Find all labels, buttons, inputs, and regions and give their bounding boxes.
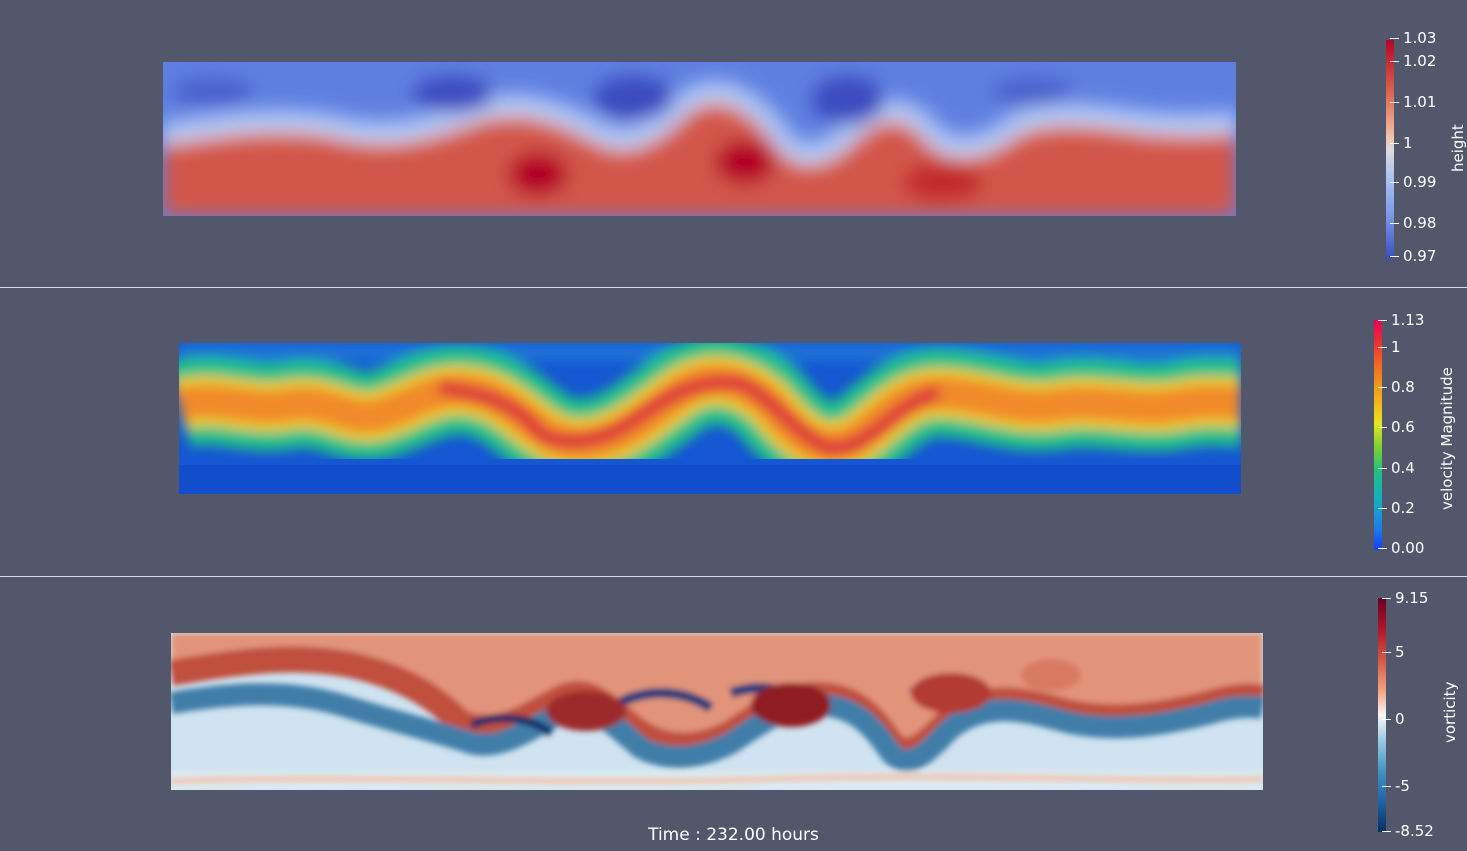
vorticity-colorbar-title: vorticity: [1441, 681, 1459, 743]
vorticity-tick: 9.15: [1382, 590, 1428, 606]
height-field-render: [163, 62, 1236, 216]
height-colorbar-title: height: [1449, 124, 1467, 172]
velocity-colorbar-title: velocity Magnitude: [1438, 367, 1456, 510]
vorticity-tick: 5: [1382, 644, 1405, 660]
velocity-tick: 0.00: [1378, 540, 1424, 556]
height-tick: 0.99: [1390, 174, 1436, 190]
height-tick: 0.97: [1390, 248, 1436, 264]
vorticity-view-panel[interactable]: 9.15 5 0 -5 -8.52 vorticity: [0, 577, 1467, 851]
time-annotation: Time : 232.00 hours: [0, 825, 1467, 845]
height-colorbar: [1386, 40, 1394, 259]
height-tick: 1.03: [1390, 30, 1436, 46]
velocity-tick: 0.2: [1378, 500, 1415, 516]
velocity-tick: 0.6: [1378, 419, 1415, 435]
panel-divider: [0, 576, 1467, 577]
velocity-tick: 0.8: [1378, 379, 1415, 395]
height-tick: 1.01: [1390, 94, 1436, 110]
height-view-panel[interactable]: 1.03 1.02 1.01 1 0.99 0.98 0.97 height: [0, 0, 1467, 287]
velocity-field-render: [179, 343, 1241, 494]
velocity-view-panel[interactable]: 1.13 1 0.8 0.6 0.4 0.2 0.00 velocity Mag…: [0, 289, 1467, 575]
vorticity-tick: -8.52: [1382, 823, 1434, 839]
vorticity-tick: -5: [1382, 778, 1410, 794]
time-text: Time : 232.00 hours: [648, 825, 819, 845]
height-tick: 1.02: [1390, 53, 1436, 69]
velocity-tick: 1: [1378, 339, 1401, 355]
vorticity-field-render: [171, 633, 1263, 790]
panel-divider: [0, 287, 1467, 288]
height-tick: 1: [1390, 135, 1413, 151]
vorticity-tick: 0: [1382, 711, 1405, 727]
velocity-tick: 1.13: [1378, 312, 1424, 328]
velocity-tick: 0.4: [1378, 460, 1415, 476]
vorticity-colorbar: [1378, 598, 1386, 832]
height-tick: 0.98: [1390, 215, 1436, 231]
velocity-colorbar: [1374, 320, 1382, 550]
